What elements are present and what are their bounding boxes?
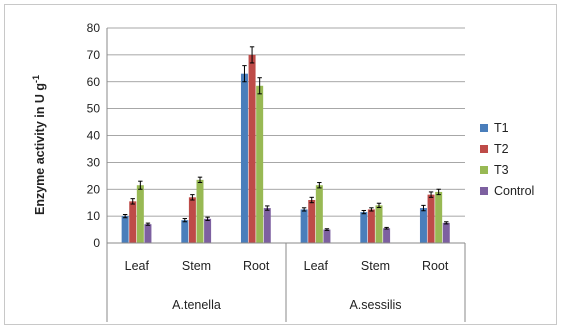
y-axis-label-superscript: -1 [31,75,41,83]
legend-swatch [480,145,488,153]
bar-t2 [248,54,256,243]
bar-t3 [315,185,323,243]
bar-t1 [300,209,308,243]
legend-swatch [480,187,488,195]
x-category-label: Stem [182,259,211,273]
bar-t1 [181,220,189,243]
y-tick-label: 70 [87,48,101,62]
x-category-label: Leaf [304,259,329,273]
bar-t1 [360,212,368,243]
bar-t2 [129,201,137,243]
x-group-label: A.sessilis [349,298,401,312]
legend-swatch [480,166,488,174]
y-tick-label: 50 [87,102,101,116]
bar-control [204,218,212,243]
bar-t3 [256,85,264,243]
y-tick-label: 60 [87,75,101,89]
bar-t3 [196,179,204,243]
bar-t2 [367,209,375,243]
chart-border [4,4,557,325]
grid-lines [107,27,465,217]
bar-control [323,229,331,243]
bar-control [442,222,450,243]
bar-control [263,208,271,243]
bar-t3 [136,185,144,243]
bar-t3 [435,191,443,243]
legend: T1 T2 T3 Control [480,121,534,198]
legend-label: T1 [494,121,509,135]
y-axis-label-text: Enzyme activity in U g [33,83,47,215]
x-group-label: A.tenella [172,298,221,312]
y-tick-label: 40 [87,129,101,143]
x-category-label: Root [243,259,270,273]
x-category-label: Root [422,259,449,273]
legend-label: T2 [494,142,509,156]
bar-t1 [240,73,248,243]
axes: 0 10 20 30 40 50 60 70 80 Leaf Stem Root Leaf Stem Roo… [87,21,466,322]
bar-t2 [308,200,316,243]
x-category-label: Leaf [125,259,150,273]
bar-t2 [188,197,196,243]
y-tick-label: 30 [87,155,101,169]
y-tick-label: 80 [87,21,101,35]
bar-t3 [375,205,383,243]
y-axis-label: Enzyme activity in U g-1 [31,75,47,215]
bars [121,46,450,243]
x-category-label: Stem [361,259,390,273]
y-tick-label: 10 [87,209,101,223]
bar-t1 [121,216,129,243]
y-tick-label: 0 [93,236,100,250]
bar-control [144,224,152,243]
legend-label: Control [494,184,534,198]
bar-t1 [419,208,427,243]
bar-t2 [427,194,435,243]
y-tick-label: 20 [87,182,101,196]
legend-label: T3 [494,163,509,177]
bar-control [383,228,391,243]
legend-swatch [480,124,488,132]
